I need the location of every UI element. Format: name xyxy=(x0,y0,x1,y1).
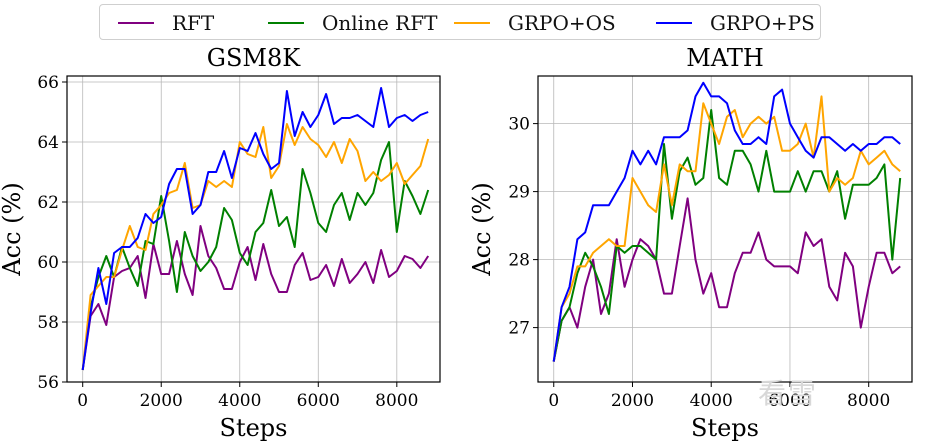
y-tick-label-30: 30 xyxy=(508,115,530,135)
series-line-online-rft xyxy=(552,109,902,362)
x-tick-label-4000: 4000 xyxy=(690,391,733,411)
y-axis-label: Acc (%) xyxy=(0,182,26,276)
series-line-rft xyxy=(552,197,901,362)
y-tick-label-58: 58 xyxy=(37,313,59,333)
chart-title-math: MATH xyxy=(686,44,764,72)
y-tick-label-60: 60 xyxy=(37,253,59,273)
chart-title-gsm8k: GSM8K xyxy=(207,44,301,72)
legend-entry-grpo-os: GRPO+OS xyxy=(454,5,616,41)
x-tick-label-2000: 2000 xyxy=(140,391,183,411)
legend-swatch-online-rft xyxy=(268,22,304,24)
y-axis-label: Acc (%) xyxy=(468,182,496,276)
legend: RFT Online RFT GRPO+OS GRPO+PS xyxy=(99,4,821,40)
series-line-grpo-os xyxy=(552,95,901,362)
x-tick-label-8000: 8000 xyxy=(847,391,890,411)
series-line-grpo-os xyxy=(81,123,430,371)
y-tick-label-64: 64 xyxy=(37,133,59,153)
x-tick-label-8000: 8000 xyxy=(375,391,418,411)
legend-entry-online-rft: Online RFT xyxy=(268,5,437,41)
x-tick-label-0: 0 xyxy=(548,391,559,411)
legend-swatch-rft xyxy=(118,22,154,24)
x-axis-label: Steps xyxy=(691,414,759,442)
series-line-rft xyxy=(81,225,430,371)
x-axis-label: Steps xyxy=(220,414,288,442)
series-line-online-rft xyxy=(81,141,430,371)
legend-label-online-rft: Online RFT xyxy=(322,11,438,35)
chart-panel-gsm8k: 0 2000 4000 6000 8000 56 58 60 62 64 66 GSM8K Steps A… xyxy=(0,44,441,442)
y-tick-label-29: 29 xyxy=(508,183,530,203)
plot-frame xyxy=(66,75,441,383)
series-line-grpo-ps xyxy=(81,87,429,371)
y-tick-label-28: 28 xyxy=(508,251,530,271)
legend-label-grpo-ps: GRPO+PS xyxy=(710,11,815,35)
legend-swatch-grpo-ps xyxy=(656,22,692,24)
x-tick-label-0: 0 xyxy=(77,391,88,411)
plot-frame xyxy=(537,75,913,383)
legend-label-grpo-os: GRPO+OS xyxy=(508,11,616,35)
chart-panel-math: 0 2000 4000 6000 8000 27 28 29 30 MATH Steps Acc (%… xyxy=(468,44,913,442)
x-tick-label-4000: 4000 xyxy=(218,391,261,411)
y-tick-label-56: 56 xyxy=(37,373,59,393)
series-line-grpo-ps xyxy=(552,81,901,362)
x-tick-label-2000: 2000 xyxy=(611,391,654,411)
legend-label-rft: RFT xyxy=(172,11,215,35)
watermark-text: 看雪 xyxy=(758,377,819,410)
legend-swatch-grpo-os xyxy=(454,22,490,24)
x-tick-label-6000: 6000 xyxy=(297,391,340,411)
x-tick-label-6000: 6000 xyxy=(768,391,811,411)
y-tick-label-66: 66 xyxy=(37,73,59,93)
legend-entry-grpo-ps: GRPO+PS xyxy=(656,5,815,41)
y-tick-label-27: 27 xyxy=(508,319,530,339)
y-tick-label-62: 62 xyxy=(37,193,59,213)
legend-entry-rft: RFT xyxy=(118,5,214,41)
